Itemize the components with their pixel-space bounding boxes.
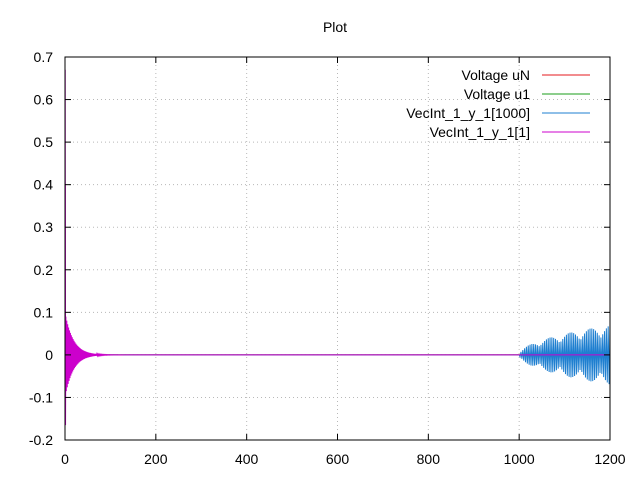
- x-tick-label: 800: [417, 451, 441, 467]
- chart-title: Plot: [323, 19, 347, 35]
- legend-label-voltage-un: Voltage uN: [462, 67, 531, 83]
- x-tick-label: 1000: [504, 451, 535, 467]
- y-tick-label: 0.2: [34, 262, 54, 278]
- x-tick-label: 1200: [594, 451, 625, 467]
- y-tick-label: 0: [45, 347, 53, 363]
- x-tick-label: 0: [61, 451, 69, 467]
- legend-label-vecint-1-y-1-1000: VecInt_1_y_1[1000]: [406, 105, 530, 121]
- x-tick-label: 200: [144, 451, 168, 467]
- y-tick-label: 0.3: [34, 219, 54, 235]
- legend-label-vecint-1-y-1-1: VecInt_1_y_1[1]: [430, 124, 530, 140]
- legend: Voltage uN Voltage u1 VecInt_1_y_1[1000] Ve…: [406, 67, 590, 140]
- y-tick-label: 0.7: [34, 49, 54, 65]
- y-tick-label: 0.5: [34, 134, 54, 150]
- series-layer: [64, 69, 611, 426]
- y-tick-label: 0.6: [34, 92, 54, 108]
- x-tick-label: 400: [235, 451, 259, 467]
- x-tick-label: 600: [326, 451, 350, 467]
- y-tick-label: 0.1: [34, 304, 54, 320]
- series-line-vecint-1-y-1-1000: [65, 325, 611, 385]
- series-line-vecint-1-y-1-1: [64, 69, 610, 426]
- y-tick-label: -0.2: [29, 432, 53, 448]
- y-tick-label: 0.4: [34, 177, 54, 193]
- y-tick-label: -0.1: [29, 389, 53, 405]
- legend-label-voltage-u1: Voltage u1: [464, 86, 530, 102]
- axis-ticks: 0 200 400 600 800 1000 1200 -0.2 -0.1 0 0.1 0.2 0.3 0…: [29, 49, 626, 467]
